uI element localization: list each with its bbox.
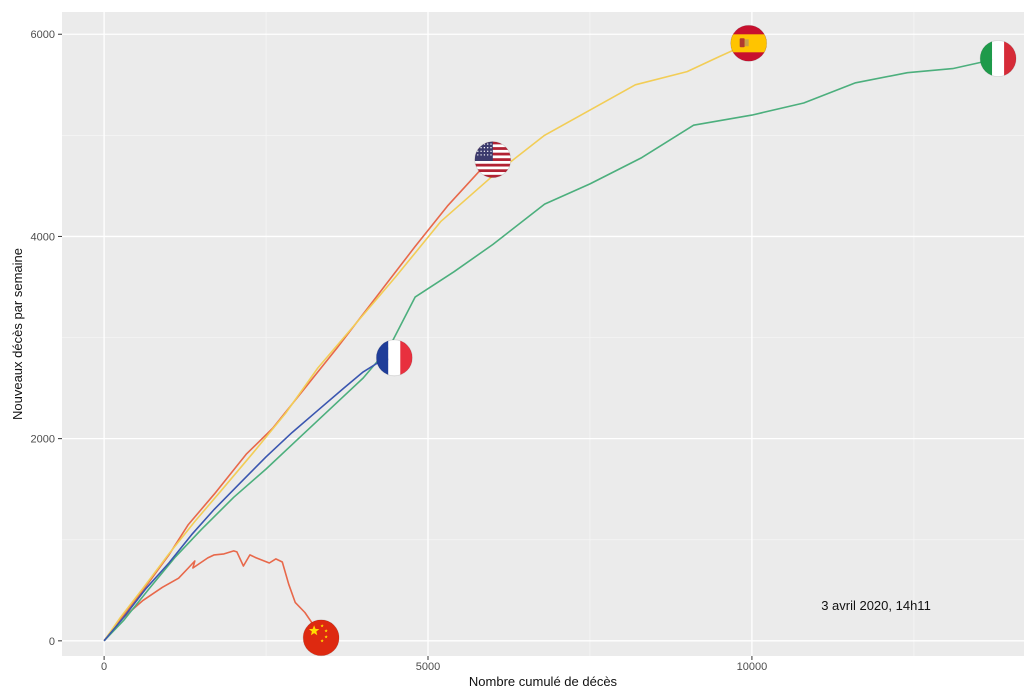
y-axis-title: Nouveaux décès par semaine [10, 248, 25, 420]
y-tick-label: 6000 [31, 29, 55, 41]
timestamp-annotation: 3 avril 2020, 14h11 [821, 598, 931, 613]
x-tick-label: 5000 [416, 661, 440, 673]
france-flag-icon [375, 339, 413, 377]
series-line-france [103, 357, 395, 642]
china-flag-icon [302, 619, 340, 657]
y-tick-label: 4000 [31, 231, 55, 243]
flag-markers [302, 24, 1017, 657]
series-line-spain [103, 42, 750, 642]
series-lines [103, 42, 999, 642]
y-tick-label: 0 [49, 636, 55, 648]
y-tick-label: 2000 [31, 434, 55, 446]
x-axis-title: Nombre cumulé de décès [469, 674, 618, 686]
series-line-china [103, 550, 322, 642]
spain-flag-icon [730, 24, 768, 62]
plot-panel [62, 12, 1024, 656]
x-tick-label: 0 [101, 661, 107, 673]
axis-ticks: 0 5000 10000 0 2000 4000 6000 [31, 29, 768, 673]
usa-flag-icon [474, 141, 512, 179]
x-tick-label: 10000 [737, 661, 768, 673]
series-line-italy [103, 57, 999, 642]
italy-flag-icon [979, 40, 1017, 77]
grid-lines [62, 12, 1024, 656]
